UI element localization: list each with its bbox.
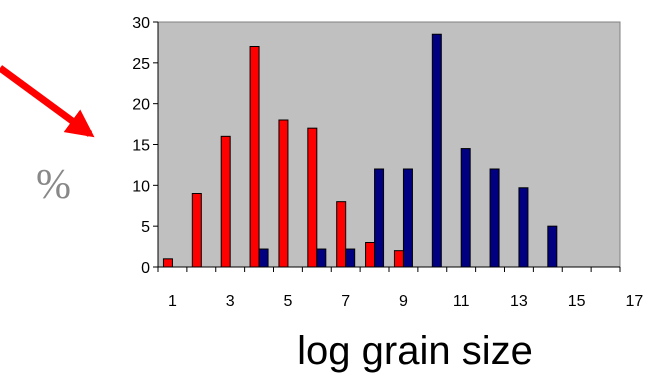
bar-series1-7 <box>336 201 347 268</box>
y-tick-label: 0 <box>141 260 150 277</box>
bar-series1-6 <box>307 127 318 268</box>
bar-series1-5 <box>278 119 289 268</box>
y-tick-label: 15 <box>132 138 150 155</box>
x-tick-label: 9 <box>399 293 408 310</box>
y-ticks-group: 0 5 10 15 20 25 30 <box>132 15 158 277</box>
bar-series2-8 <box>374 168 385 268</box>
x-tick-label: 17 <box>626 293 644 310</box>
bar-series2-9 <box>402 168 413 268</box>
y-axis-label: % <box>36 162 71 208</box>
bar-series1-9 <box>393 250 404 268</box>
bar-series1-2 <box>191 193 202 268</box>
bar-series2-7 <box>345 248 356 268</box>
x-tick-label: 3 <box>226 293 235 310</box>
x-tick-label: 13 <box>510 293 528 310</box>
bar-series2-12 <box>489 168 500 268</box>
y-tick-label: 20 <box>132 97 150 114</box>
x-tick-label: 5 <box>283 293 292 310</box>
bar-series2-14 <box>547 225 558 268</box>
bar-series2-10 <box>431 33 442 268</box>
bar-series1-8 <box>365 242 376 268</box>
red-arrow <box>0 65 95 138</box>
x-tick-label: 1 <box>168 293 177 310</box>
x-tick-label: 11 <box>453 293 470 310</box>
y-tick-label: 10 <box>132 178 150 195</box>
y-tick-label: 25 <box>132 56 150 73</box>
bar-series2-11 <box>460 148 471 268</box>
x-tick-label: 15 <box>568 293 586 310</box>
y-tick-label: 5 <box>141 219 150 236</box>
y-tick-label: 30 <box>132 15 150 32</box>
bar-series2-4 <box>258 248 269 268</box>
x-ticks-group: 1 3 5 7 9 11 13 15 17 <box>157 267 644 310</box>
bar-series1-4 <box>249 46 260 268</box>
x-axis-label: log grain size <box>297 329 533 373</box>
bar-series2-6 <box>316 248 327 268</box>
x-tick-label: 7 <box>341 293 350 310</box>
bar-series1-1 <box>162 258 173 268</box>
bar-series2-13 <box>518 187 529 268</box>
plot-area <box>157 21 621 268</box>
bar-series1-3 <box>220 135 231 268</box>
